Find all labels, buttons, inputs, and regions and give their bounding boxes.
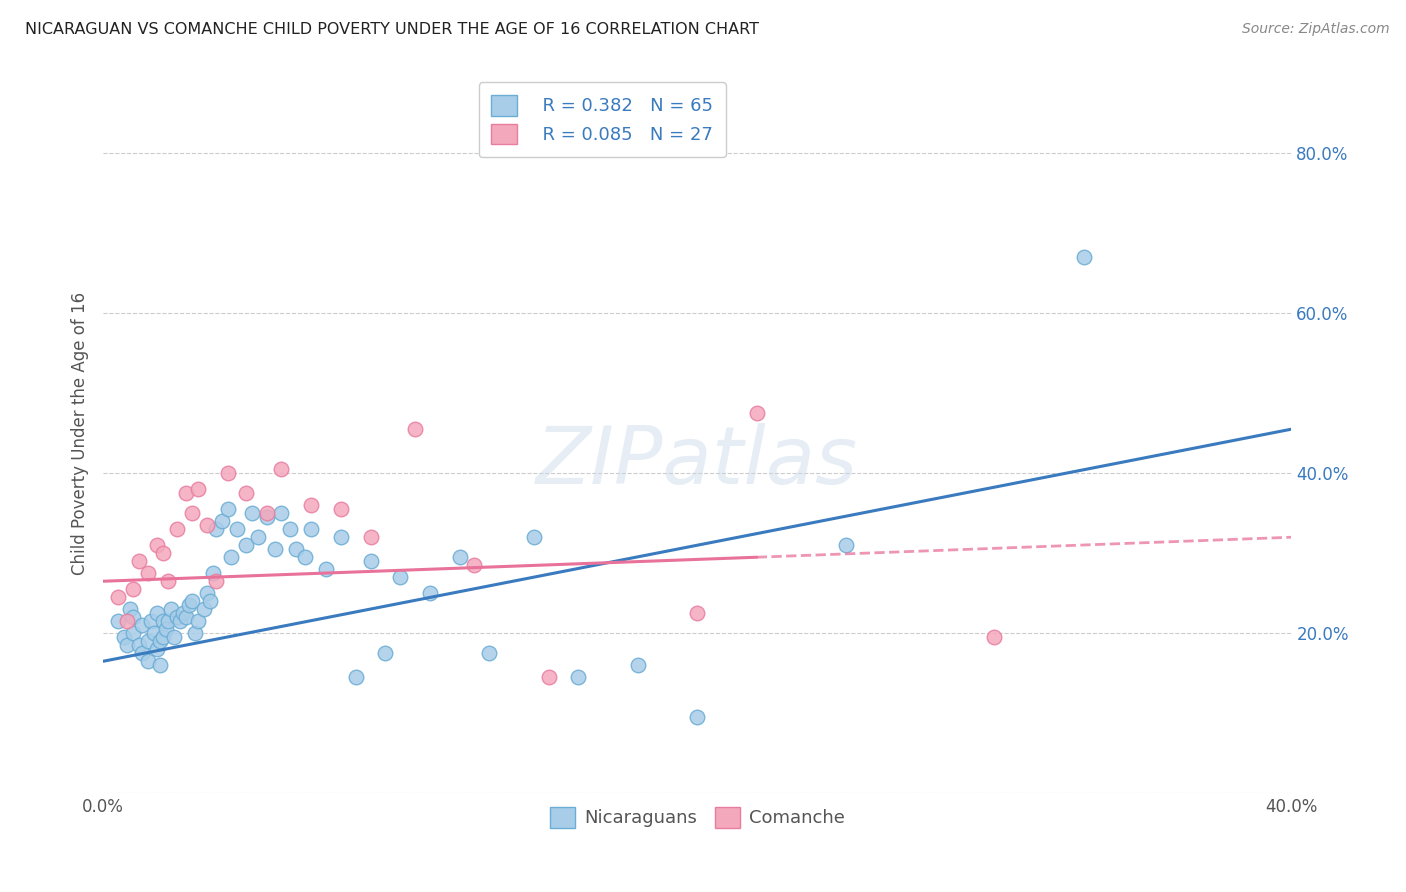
Point [246,530,269,544]
Point [344,670,367,684]
Point [329,530,352,544]
Point [160,602,183,616]
Point [686,710,709,724]
Text: ZIPatlas: ZIPatlas [536,423,858,501]
Point [686,607,709,621]
Point [374,646,396,660]
Point [195,586,218,600]
Point [128,554,150,568]
Point [219,550,242,565]
Point [270,462,292,476]
Point [145,538,167,552]
Point [299,498,322,512]
Point [523,530,546,544]
Point [256,506,278,520]
Point [166,522,188,536]
Point [121,610,143,624]
Point [256,510,278,524]
Point [157,614,180,628]
Point [627,658,650,673]
Point [404,422,426,436]
Point [211,514,233,528]
Point [172,607,194,621]
Point [285,542,308,557]
Point [240,506,263,520]
Point [205,574,228,589]
Point [145,607,167,621]
Point [198,594,221,608]
Point [131,618,153,632]
Point [118,602,141,616]
Point [264,542,287,557]
Legend: Nicaraguans, Comanche: Nicaraguans, Comanche [543,799,852,835]
Point [176,610,198,624]
Point [235,538,257,552]
Point [121,582,143,597]
Point [163,630,186,644]
Point [148,634,170,648]
Point [745,406,768,420]
Point [294,550,316,565]
Point [205,522,228,536]
Point [449,550,471,565]
Point [107,591,129,605]
Text: Source: ZipAtlas.com: Source: ZipAtlas.com [1241,22,1389,37]
Point [115,638,138,652]
Point [187,482,209,496]
Point [139,614,162,628]
Point [157,574,180,589]
Point [217,502,239,516]
Point [195,518,218,533]
Point [181,506,204,520]
Point [193,602,215,616]
Point [217,466,239,480]
Point [128,638,150,652]
Point [835,538,858,552]
Point [225,522,247,536]
Point [463,558,485,573]
Point [360,554,382,568]
Point [1073,250,1095,264]
Point [107,614,129,628]
Point [121,626,143,640]
Point [152,546,174,560]
Point [184,626,207,640]
Point [142,626,165,640]
Point [478,646,501,660]
Point [136,654,159,668]
Text: NICARAGUAN VS COMANCHE CHILD POVERTY UNDER THE AGE OF 16 CORRELATION CHART: NICARAGUAN VS COMANCHE CHILD POVERTY UND… [25,22,759,37]
Point [152,630,174,644]
Point [152,614,174,628]
Point [131,646,153,660]
Point [166,610,188,624]
Point [181,594,204,608]
Y-axis label: Child Poverty Under the Age of 16: Child Poverty Under the Age of 16 [72,292,89,574]
Point [983,630,1005,644]
Point [187,614,209,628]
Point [278,522,301,536]
Point [155,622,177,636]
Point [148,658,170,673]
Point [136,566,159,581]
Point [419,586,441,600]
Point [567,670,589,684]
Point [202,566,225,581]
Point [389,570,412,584]
Point [115,614,138,628]
Point [176,486,198,500]
Point [112,630,135,644]
Point [145,642,167,657]
Point [537,670,560,684]
Point [299,522,322,536]
Point [270,506,292,520]
Point [360,530,382,544]
Point [136,634,159,648]
Point [179,599,201,613]
Point [315,562,337,576]
Point [329,502,352,516]
Point [169,614,191,628]
Point [235,486,257,500]
